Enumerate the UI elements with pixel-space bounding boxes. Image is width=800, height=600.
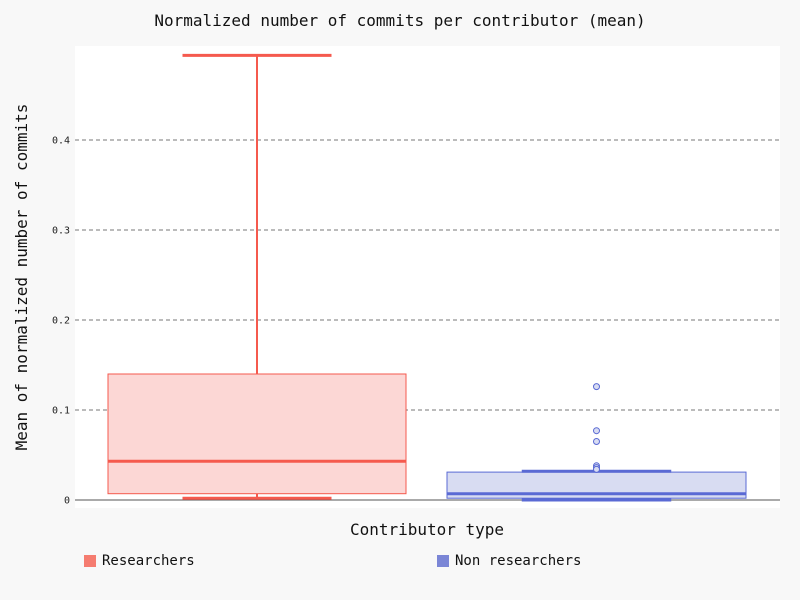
box-iqr	[107, 373, 407, 495]
legend-swatch-researchers	[84, 555, 96, 567]
outlier-point	[593, 438, 600, 445]
chart-title: Normalized number of commits per contrib…	[154, 11, 645, 30]
boxes	[107, 53, 747, 502]
y-tick-label: 0.2	[52, 316, 70, 327]
legend-swatch-non-researchers	[437, 555, 449, 567]
y-tick-label: 0.3	[52, 226, 70, 237]
y-axis-ticks: 0 0.1 0.2 0.3 0.4	[52, 136, 70, 507]
legend-label: Non researchers	[455, 553, 582, 569]
box-researchers	[107, 53, 407, 500]
outlier-point	[593, 383, 600, 391]
legend: Researchers Non researchers	[0, 553, 800, 573]
legend-label: Researchers	[102, 553, 195, 569]
outlier-point	[593, 427, 600, 435]
x-axis-label: Contributor type	[350, 520, 504, 539]
gridlines	[75, 139, 780, 411]
outlier-point	[593, 465, 600, 473]
y-tick-label: 0	[64, 496, 70, 507]
legend-item-non-researchers[interactable]: Non researchers	[437, 553, 581, 569]
y-tick-label: 0.1	[52, 406, 70, 417]
y-axis-label: Mean of normalized number of commits	[12, 104, 31, 451]
y-tick-label: 0.4	[52, 136, 70, 147]
legend-item-researchers[interactable]: Researchers	[84, 553, 195, 569]
box-non-researchers	[446, 383, 747, 502]
